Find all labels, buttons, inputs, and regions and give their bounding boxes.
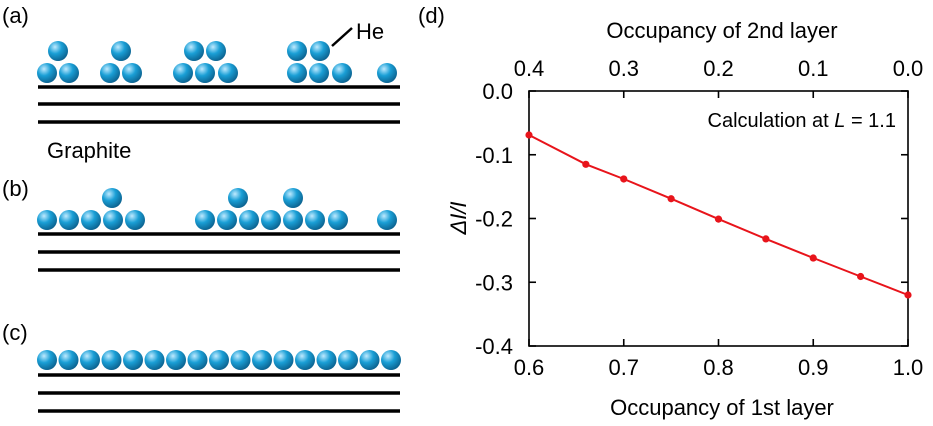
annotation-suffix: = 1.1 bbox=[845, 110, 896, 132]
helium-atom bbox=[195, 63, 215, 83]
helium-atom bbox=[103, 210, 123, 230]
x-tick-label: 0.6 bbox=[514, 355, 545, 380]
helium-atom bbox=[80, 350, 100, 370]
data-point bbox=[525, 131, 533, 139]
helium-atom bbox=[195, 210, 215, 230]
panel-c-label: (c) bbox=[2, 320, 28, 345]
helium-atom bbox=[239, 210, 259, 230]
x2-tick-label: 0.0 bbox=[893, 56, 924, 81]
helium-atom bbox=[122, 63, 142, 83]
helium-atom bbox=[173, 63, 193, 83]
x2-tick-label: 0.4 bbox=[514, 56, 545, 81]
data-point bbox=[714, 215, 723, 223]
chart-area: 0.6 0.7 0.8 0.9 1.0 0.4 0.3 0.2 0.1 0.0 0.0 -0.1 -0.… bbox=[475, 56, 923, 380]
chart-annotation: Calculation at L = 1.1 bbox=[708, 110, 896, 132]
helium-atom bbox=[59, 63, 79, 83]
helium-atom bbox=[252, 350, 272, 370]
series-points bbox=[525, 131, 912, 299]
helium-atom bbox=[37, 63, 57, 83]
helium-atom bbox=[102, 188, 122, 208]
x-tick-label: 0.7 bbox=[608, 355, 639, 380]
schematic-panels: (a) He Graphite (b) (c) bbox=[2, 3, 401, 413]
data-point bbox=[809, 254, 817, 262]
helium-atom bbox=[187, 350, 208, 370]
helium-atom bbox=[261, 210, 281, 230]
data-point bbox=[582, 160, 590, 168]
helium-atom bbox=[228, 188, 248, 208]
helium-atom bbox=[377, 210, 397, 230]
panel-b-label: (b) bbox=[2, 176, 29, 201]
helium-atom bbox=[111, 41, 131, 61]
x2-tick-label: 0.1 bbox=[798, 56, 829, 81]
helium-atom bbox=[184, 41, 204, 61]
helium-atom bbox=[273, 350, 294, 370]
helium-atom bbox=[209, 350, 229, 370]
graphite-label: Graphite bbox=[47, 138, 131, 163]
y-tick-label: -0.4 bbox=[475, 334, 513, 359]
helium-atom bbox=[125, 210, 145, 230]
y-tick-label: 0.0 bbox=[482, 79, 513, 104]
helium-atom bbox=[316, 350, 337, 370]
he-label: He bbox=[356, 19, 384, 44]
helium-atoms bbox=[37, 41, 401, 370]
x-axis-label: Occupancy of 1st layer bbox=[610, 395, 834, 420]
helium-atom bbox=[81, 210, 101, 230]
helium-atom bbox=[59, 210, 79, 230]
x-tick-label: 0.8 bbox=[703, 355, 734, 380]
annotation-var: L bbox=[834, 110, 845, 132]
graphite-lines bbox=[38, 85, 400, 413]
tick-labels: 0.6 0.7 0.8 0.9 1.0 0.4 0.3 0.2 0.1 0.0 0.0 -0.1 -0.… bbox=[475, 56, 923, 380]
helium-atom bbox=[310, 41, 330, 61]
helium-atom bbox=[287, 41, 307, 61]
helium-atom bbox=[123, 350, 143, 370]
series-line bbox=[528, 134, 909, 296]
helium-atom bbox=[48, 41, 68, 61]
helium-atom bbox=[100, 63, 120, 83]
helium-atom bbox=[101, 350, 122, 370]
helium-atom bbox=[37, 210, 57, 230]
panel-a-label: (a) bbox=[2, 3, 29, 28]
x-tick-label: 0.9 bbox=[798, 355, 829, 380]
annotation-prefix: Calculation at bbox=[708, 110, 835, 132]
helium-atom bbox=[332, 63, 352, 83]
panel-d-label: (d) bbox=[418, 3, 445, 28]
helium-atom bbox=[283, 210, 303, 230]
helium-atom bbox=[58, 350, 79, 370]
x2-axis-label: Occupancy of 2nd layer bbox=[606, 18, 837, 43]
data-point bbox=[762, 235, 770, 243]
data-point bbox=[620, 175, 628, 183]
helium-atom bbox=[359, 350, 380, 370]
y-tick-label: -0.2 bbox=[475, 207, 513, 232]
axis-ticks bbox=[528, 90, 909, 347]
helium-atom bbox=[295, 350, 315, 370]
helium-atom bbox=[144, 350, 165, 370]
x-tick-label: 1.0 bbox=[893, 355, 924, 380]
helium-atom bbox=[218, 63, 238, 83]
helium-atom bbox=[328, 210, 348, 230]
x2-tick-label: 0.2 bbox=[703, 56, 734, 81]
helium-atom bbox=[283, 188, 303, 208]
data-point bbox=[857, 272, 865, 281]
x2-tick-label: 0.3 bbox=[608, 56, 639, 81]
helium-atom bbox=[37, 350, 57, 370]
he-pointer-line bbox=[331, 27, 353, 47]
y-axis-label: ΔI/I bbox=[446, 201, 471, 235]
helium-atom bbox=[377, 63, 397, 83]
helium-atom bbox=[206, 41, 226, 61]
helium-atom bbox=[287, 63, 307, 83]
y-tick-label: -0.3 bbox=[475, 270, 513, 295]
helium-atom bbox=[230, 350, 251, 370]
helium-atom bbox=[309, 63, 329, 83]
y-tick-label: -0.1 bbox=[475, 143, 513, 168]
helium-atom bbox=[338, 350, 358, 370]
helium-atom bbox=[217, 210, 237, 230]
helium-atom bbox=[305, 210, 325, 230]
data-point bbox=[667, 195, 675, 203]
data-point bbox=[904, 291, 912, 299]
helium-atom bbox=[381, 350, 401, 370]
helium-atom bbox=[166, 350, 186, 370]
